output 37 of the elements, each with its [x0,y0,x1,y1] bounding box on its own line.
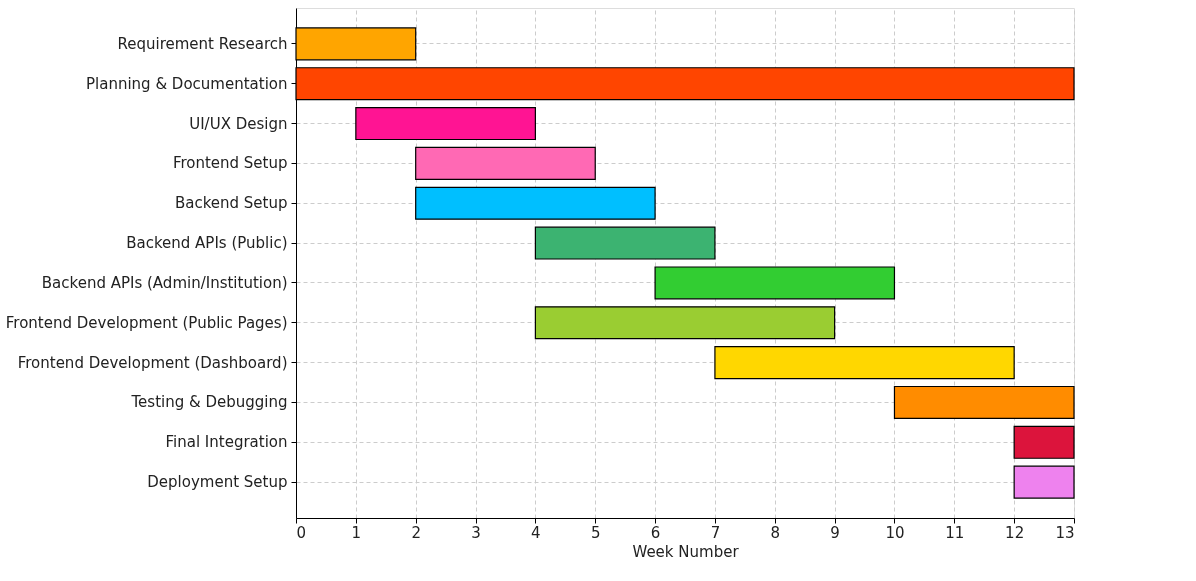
x-tick-label: 9 [830,523,840,542]
x-tick-label: 2 [411,523,421,542]
y-tick-label: Backend APIs (Admin/Institution) [41,273,288,292]
x-tick-label: 6 [650,523,661,542]
y-tick-label: Deployment Setup [147,473,288,492]
x-tick-label: 11 [945,523,965,542]
x-tick-label: 7 [710,523,721,542]
y-tick-label: Planning & Documentation [86,74,288,93]
x-tick-label: 4 [531,523,541,542]
bar [1013,465,1075,499]
x-tick-label: 3 [471,523,481,542]
bar [415,146,596,180]
y-tick-label: Backend Setup [174,194,288,213]
x-tick-label: 1 [351,523,362,542]
y-tick-label: Final Integration [165,433,288,452]
y-tick-label: Requirement Research [117,34,288,53]
bar [893,385,1075,419]
x-tick-label: 12 [1005,523,1025,542]
x-tick-label: 13 [1055,523,1075,542]
x-tick-label: 0 [296,523,307,542]
y-tick-label: UI/UX Design [189,114,288,133]
x-tick-label: 5 [590,523,601,542]
bar [714,346,1015,380]
x-tick-label: 10 [885,523,905,542]
y-tick-label: Frontend Setup [172,154,288,173]
bar [1013,425,1075,459]
y-tick-label: Frontend Development (Dashboard) [17,353,288,372]
bar [415,186,656,220]
y-tick-label: Frontend Development (Public Pages) [5,313,288,332]
y-tick-label: Testing & Debugging [130,393,288,412]
bar [355,107,536,141]
x-axis-title: Week Number [632,542,740,561]
bar [654,266,896,300]
y-tick-label: Backend APIs (Public) [126,234,288,253]
bar [534,226,716,260]
bar [534,306,836,340]
x-tick-label: 8 [770,523,781,542]
